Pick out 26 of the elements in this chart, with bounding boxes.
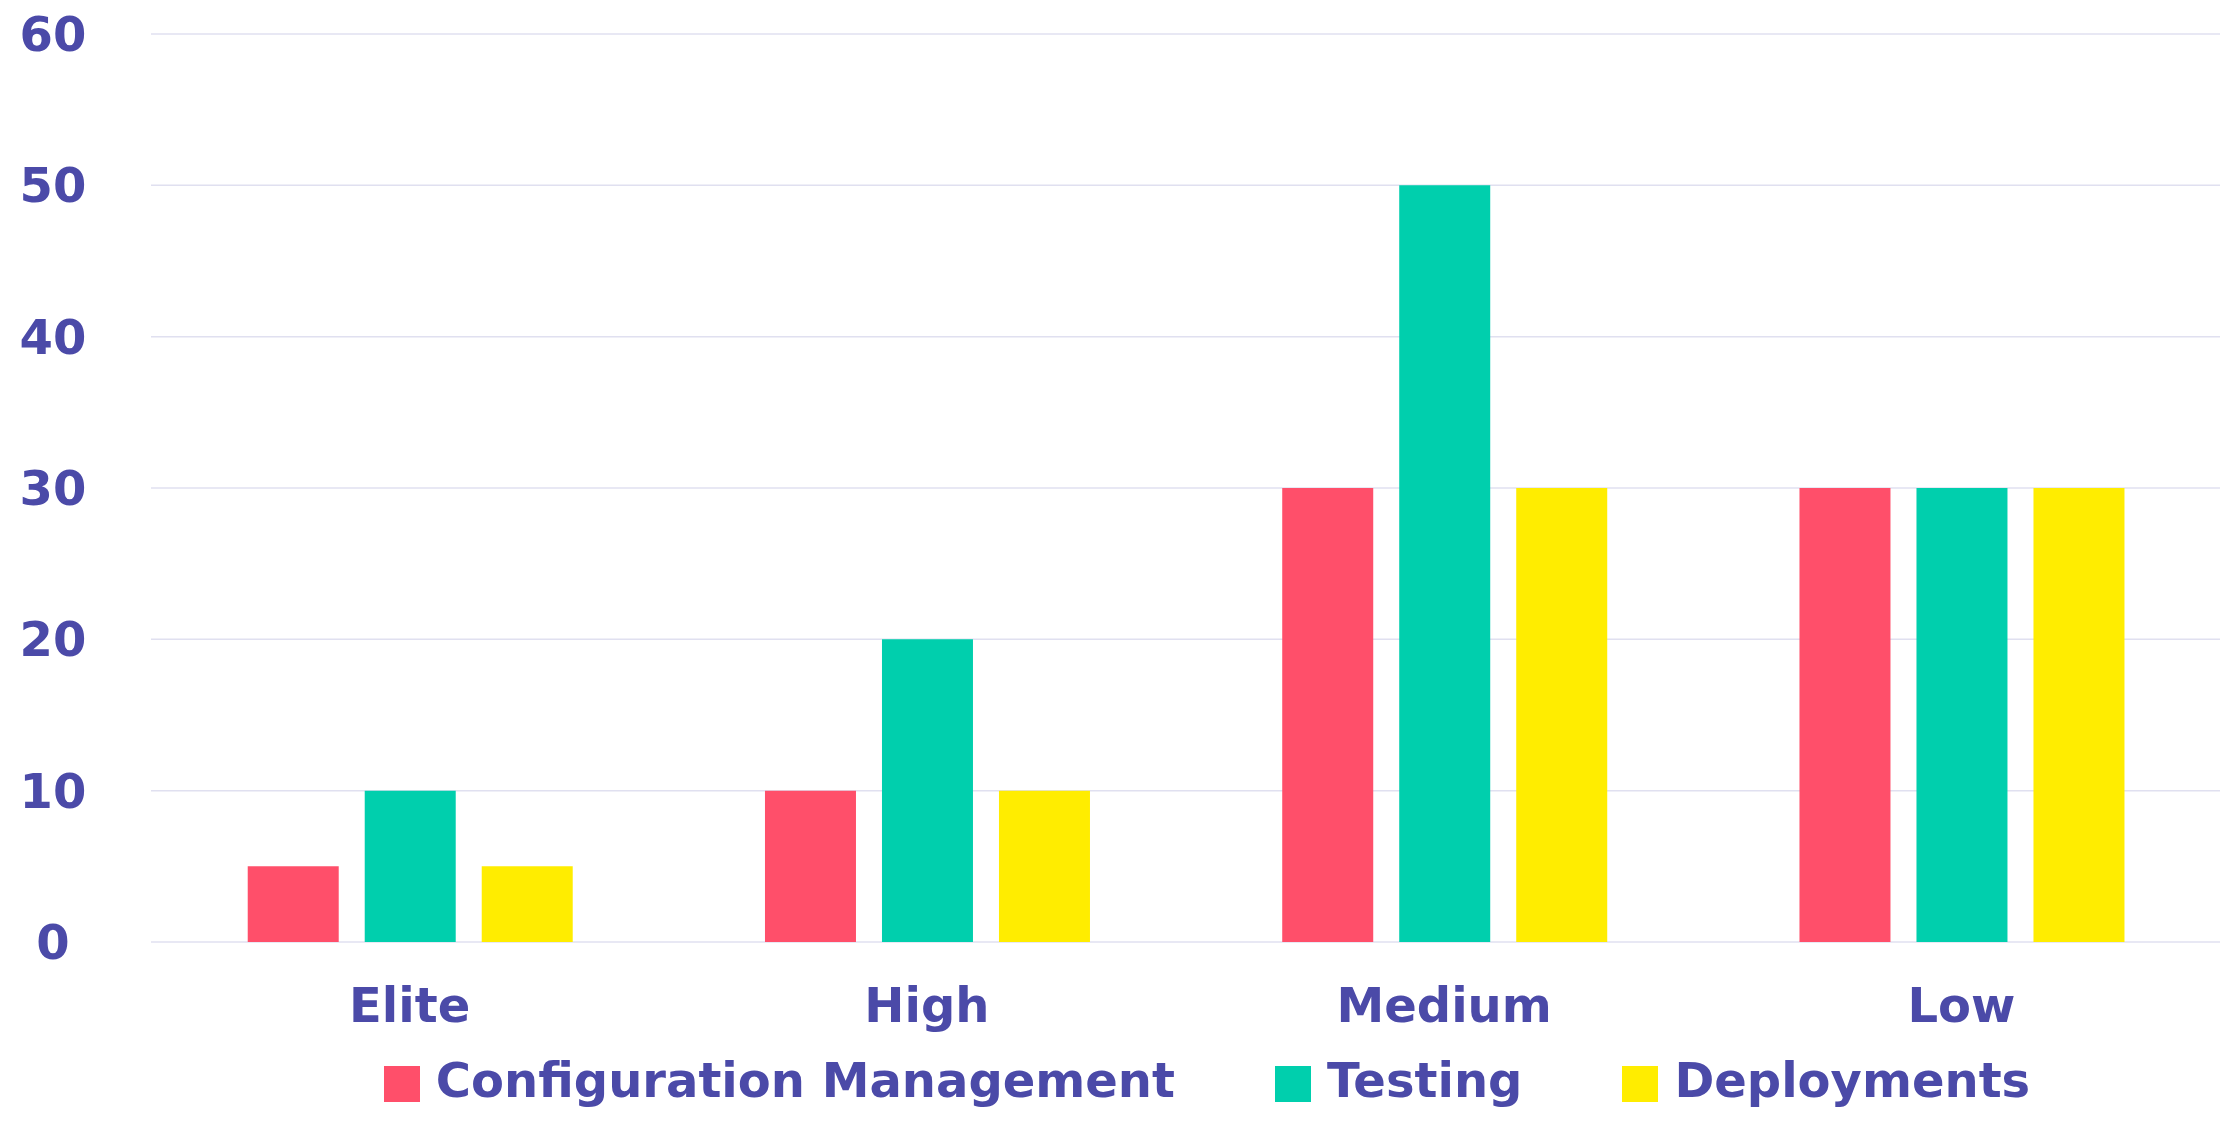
bar [1516,488,1608,942]
x-tick-label: Low [1907,977,2016,1034]
bar [881,639,973,942]
bar [2033,488,2125,942]
bar [364,790,456,942]
y-tick-label: 10 [19,762,87,819]
bar [247,866,339,942]
bar [1799,488,1891,942]
bar [481,866,573,942]
y-tick-label: 50 [19,157,87,214]
bar [998,790,1090,942]
y-tick-label: 40 [19,308,87,365]
y-tick-label: 30 [19,460,87,517]
x-tick-label: Medium [1336,977,1552,1034]
legend-label: Deployments [1674,1052,2031,1108]
legend-label: Testing [1326,1052,1523,1108]
bar [1282,488,1374,942]
y-tick-label: 20 [19,611,87,668]
y-tick-label: 0 [36,914,70,971]
x-tick-label: High [864,977,990,1034]
y-tick-label: 60 [19,6,87,63]
x-tick-label: Elite [349,977,471,1034]
bar [764,790,856,942]
bar [1399,185,1491,942]
bar [1916,488,2008,942]
legend-label: Configuration Management [435,1052,1175,1108]
